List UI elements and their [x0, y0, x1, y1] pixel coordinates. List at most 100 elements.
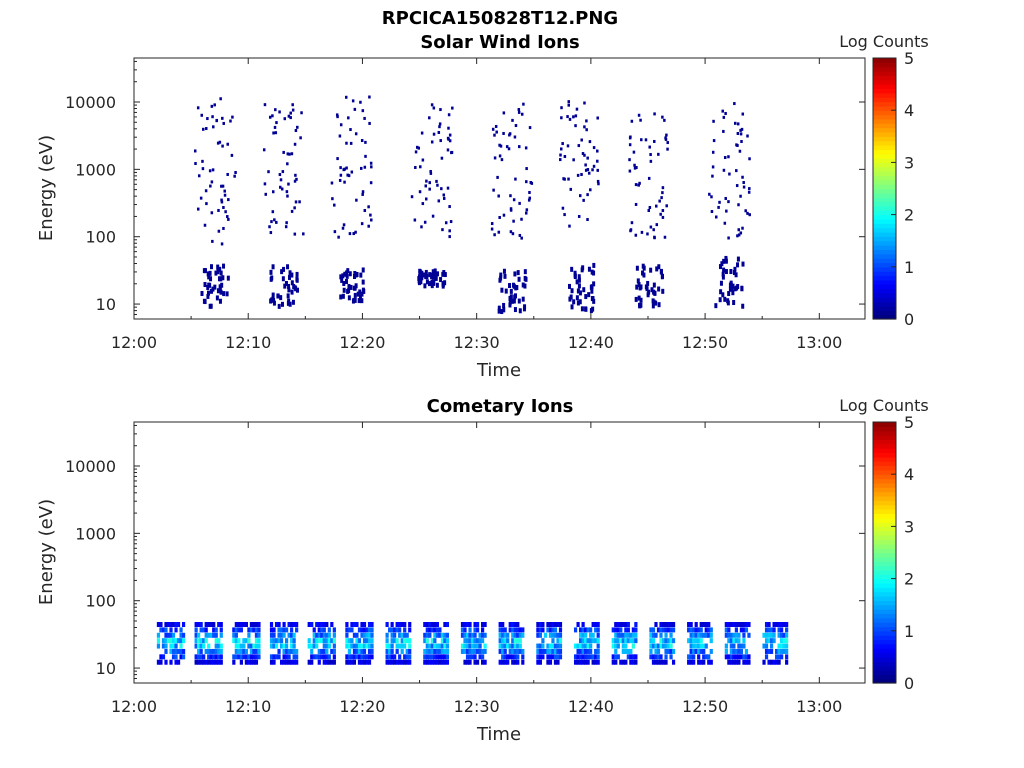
data-cell	[445, 622, 450, 628]
data-cell	[365, 638, 369, 644]
data-cell	[332, 643, 336, 649]
data-cell	[699, 622, 703, 628]
data-cell	[764, 622, 769, 628]
data-cell	[350, 170, 354, 174]
data-cell	[322, 622, 326, 628]
data-cell	[254, 648, 259, 654]
data-cell	[257, 622, 261, 628]
data-cell	[575, 295, 579, 301]
data-cell	[278, 173, 282, 177]
data-cell	[777, 643, 781, 649]
data-cell	[194, 643, 198, 649]
colorbar-segment	[873, 630, 896, 636]
data-cell	[483, 643, 487, 649]
data-cell	[634, 622, 638, 628]
data-cell	[518, 638, 522, 644]
data-cell	[473, 622, 477, 628]
data-cell	[631, 659, 635, 665]
data-cell	[159, 627, 163, 633]
data-cell	[395, 627, 399, 633]
data-cell	[237, 638, 241, 644]
data-cell	[249, 654, 254, 660]
data-cell	[507, 147, 511, 151]
data-cell	[343, 180, 346, 184]
data-cell	[731, 290, 735, 296]
data-cell	[722, 258, 726, 264]
data-cell	[738, 149, 742, 153]
data-cell	[578, 638, 583, 644]
data-cell	[506, 632, 510, 638]
data-cell	[220, 184, 223, 188]
data-cell	[774, 648, 779, 654]
data-cell	[737, 632, 741, 638]
data-cell	[637, 183, 640, 187]
data-cell	[295, 287, 299, 293]
data-cell	[425, 197, 428, 201]
colorbar-segment	[873, 275, 896, 281]
data-cell	[179, 654, 183, 660]
data-cell	[284, 281, 288, 287]
data-cell	[208, 169, 212, 173]
data-cell	[294, 173, 297, 177]
data-cell	[619, 659, 623, 665]
data-cell	[395, 638, 399, 644]
data-cell	[169, 643, 173, 649]
data-cell	[630, 119, 634, 123]
data-cell	[349, 128, 352, 132]
data-cell	[294, 129, 298, 133]
data-cell	[443, 272, 447, 278]
y-tick-label: 10000	[65, 93, 116, 112]
y-tick-label: 100	[85, 228, 116, 247]
data-cell	[317, 622, 321, 628]
data-cell	[417, 146, 421, 150]
data-cell	[513, 271, 517, 277]
data-cell	[516, 632, 520, 638]
data-cell	[405, 659, 409, 665]
data-cell	[729, 659, 733, 665]
data-cell	[312, 638, 316, 644]
data-cell	[767, 622, 771, 628]
data-cell	[621, 659, 625, 665]
data-cell	[169, 622, 173, 628]
data-cell	[284, 225, 288, 229]
data-cell	[307, 659, 311, 665]
data-cell	[553, 632, 558, 638]
data-cell	[664, 136, 667, 140]
data-cell	[687, 659, 691, 665]
data-cell	[288, 274, 292, 280]
data-cell	[649, 643, 653, 649]
data-cell	[631, 643, 635, 649]
colorbar-segment	[873, 92, 896, 98]
data-cell	[470, 638, 475, 644]
data-cell	[346, 288, 350, 294]
data-cell	[651, 659, 656, 665]
data-cell	[543, 632, 548, 638]
data-cell	[277, 632, 281, 638]
data-cell	[398, 654, 402, 660]
colorbar-segment	[873, 114, 896, 120]
data-cell	[164, 638, 168, 644]
data-cell	[742, 181, 745, 185]
data-cell	[480, 638, 485, 644]
data-cell	[332, 632, 336, 638]
data-cell	[704, 632, 708, 638]
data-cell	[217, 659, 221, 665]
data-cell	[174, 622, 178, 628]
data-cell	[428, 181, 431, 185]
data-cell	[591, 632, 595, 638]
data-cell	[548, 632, 553, 638]
data-cell	[731, 283, 735, 289]
data-cell	[362, 654, 367, 660]
data-cell	[210, 211, 214, 215]
data-cell	[669, 627, 673, 633]
data-cell	[310, 654, 314, 660]
data-cell	[234, 638, 238, 644]
data-cell	[445, 648, 450, 654]
colorbar-segment	[873, 613, 896, 619]
colorbar-segment	[873, 297, 896, 303]
colorbar-segment	[873, 245, 896, 250]
data-cell	[254, 643, 259, 649]
data-cell	[769, 632, 774, 638]
data-cell	[594, 627, 598, 633]
